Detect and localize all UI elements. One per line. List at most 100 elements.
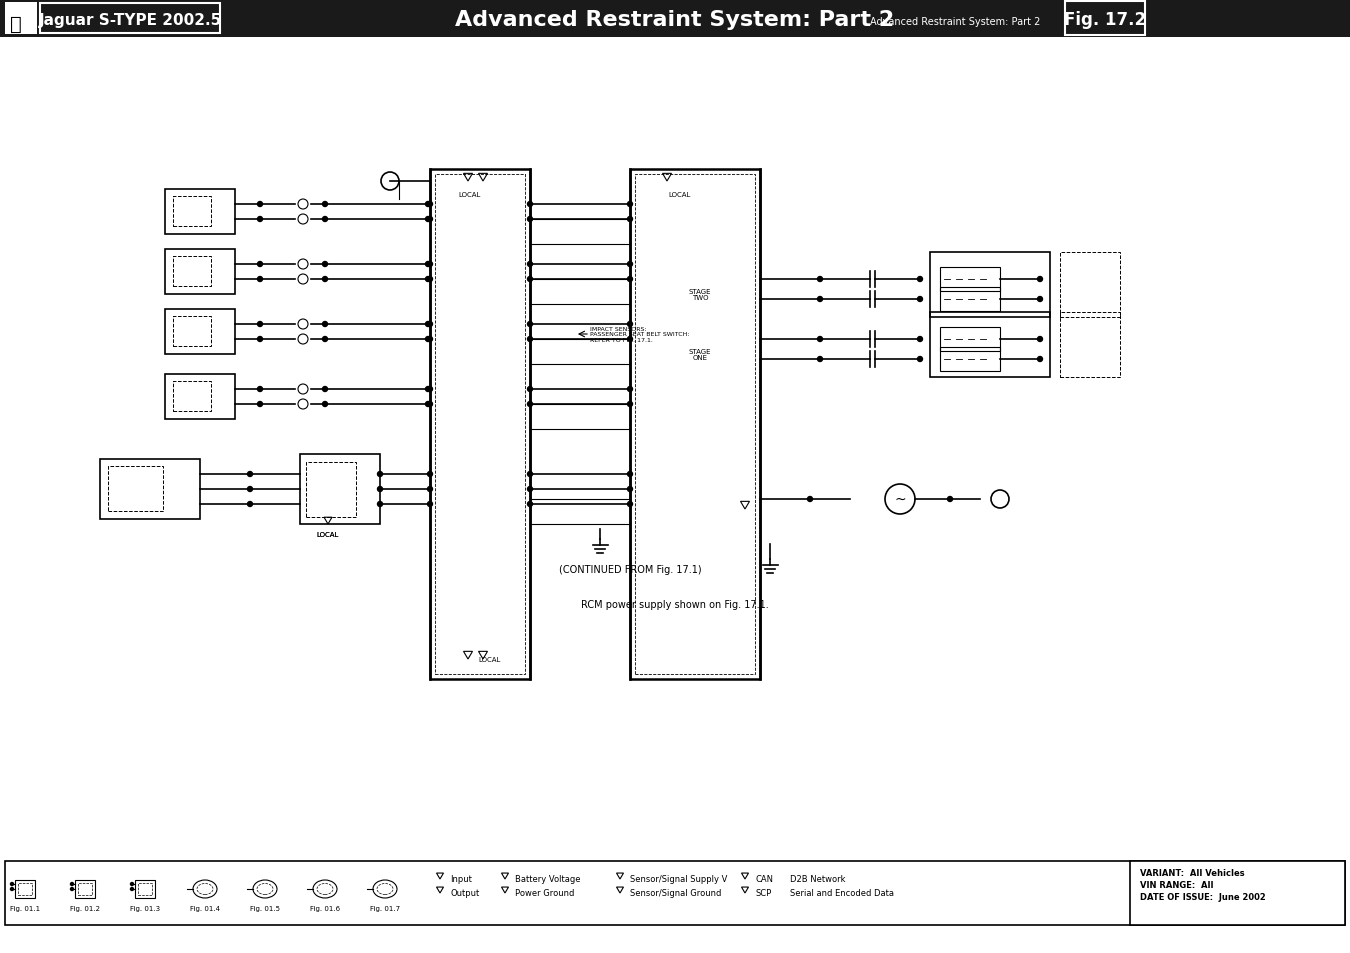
Bar — [173, 381, 211, 412]
Text: Output: Output — [450, 888, 479, 898]
Circle shape — [428, 402, 432, 407]
Circle shape — [378, 502, 382, 507]
Bar — [165, 375, 235, 419]
Circle shape — [425, 387, 431, 392]
Text: Input: Input — [450, 875, 472, 883]
Circle shape — [528, 277, 532, 282]
Circle shape — [628, 217, 633, 222]
Circle shape — [628, 262, 633, 267]
Circle shape — [323, 402, 328, 407]
Text: SCP: SCP — [755, 888, 771, 898]
Text: D2B Network: D2B Network — [790, 875, 845, 883]
Circle shape — [11, 882, 14, 885]
Bar — [173, 256, 211, 287]
Circle shape — [528, 472, 532, 477]
Bar — [100, 459, 200, 519]
Text: DATE OF ISSUE:  June 2002: DATE OF ISSUE: June 2002 — [1139, 893, 1266, 902]
Circle shape — [131, 882, 134, 885]
Circle shape — [323, 337, 328, 342]
Circle shape — [247, 487, 252, 492]
Circle shape — [323, 322, 328, 327]
Circle shape — [378, 487, 382, 492]
Circle shape — [258, 277, 262, 282]
Text: Fig. 17.2: Fig. 17.2 — [1064, 11, 1146, 29]
Circle shape — [70, 882, 73, 885]
Bar — [165, 250, 235, 294]
Text: Jaguar S-TYPE 2002.5: Jaguar S-TYPE 2002.5 — [38, 12, 221, 28]
Bar — [306, 462, 356, 517]
Text: Fig. 01.3: Fig. 01.3 — [130, 905, 161, 911]
Text: Battery Voltage: Battery Voltage — [514, 875, 580, 883]
Circle shape — [818, 277, 822, 282]
Bar — [300, 455, 379, 524]
Circle shape — [1038, 297, 1042, 302]
Circle shape — [628, 277, 633, 282]
Circle shape — [628, 472, 633, 477]
Text: VARIANT:  All Vehicles: VARIANT: All Vehicles — [1139, 868, 1245, 878]
Circle shape — [378, 472, 382, 477]
Text: LOCAL: LOCAL — [317, 532, 339, 537]
Circle shape — [528, 487, 532, 492]
Text: Fig. 01.7: Fig. 01.7 — [370, 905, 400, 911]
Circle shape — [258, 217, 262, 222]
Text: Serial and Encoded Data: Serial and Encoded Data — [790, 888, 894, 898]
Circle shape — [628, 322, 633, 327]
Text: Advanced Restraint System: Part 2: Advanced Restraint System: Part 2 — [869, 17, 1041, 27]
Circle shape — [258, 262, 262, 267]
Bar — [940, 348, 1000, 372]
Circle shape — [628, 202, 633, 208]
Text: IMPACT SENSORS:
PASSENGER SEAT BELT SWITCH:
REFER TO FIG. 17.1.: IMPACT SENSORS: PASSENGER SEAT BELT SWIT… — [590, 326, 690, 343]
Circle shape — [918, 297, 922, 302]
Circle shape — [323, 202, 328, 208]
Circle shape — [428, 262, 432, 267]
Circle shape — [323, 387, 328, 392]
Text: 🐆: 🐆 — [9, 15, 22, 34]
Text: STAGE
TWO: STAGE TWO — [688, 288, 711, 301]
Circle shape — [818, 297, 822, 302]
Circle shape — [425, 322, 431, 327]
Circle shape — [628, 487, 633, 492]
Circle shape — [425, 202, 431, 208]
Circle shape — [428, 217, 432, 222]
Bar — [634, 174, 755, 675]
Circle shape — [425, 262, 431, 267]
Text: STAGE
ONE: STAGE ONE — [688, 348, 711, 361]
Circle shape — [628, 337, 633, 342]
Bar — [930, 253, 1050, 317]
Circle shape — [428, 472, 432, 477]
Bar — [173, 316, 211, 347]
Bar — [1060, 313, 1120, 377]
Text: Fig. 01.2: Fig. 01.2 — [70, 905, 100, 911]
Circle shape — [428, 322, 432, 327]
Text: LOCAL: LOCAL — [668, 192, 691, 198]
Text: CAN: CAN — [755, 875, 774, 883]
Circle shape — [428, 387, 432, 392]
Circle shape — [918, 337, 922, 342]
Circle shape — [1038, 277, 1042, 282]
Circle shape — [807, 497, 813, 502]
Circle shape — [247, 502, 252, 507]
Bar — [40, 4, 220, 34]
Bar — [435, 174, 525, 675]
Circle shape — [258, 387, 262, 392]
Bar — [76, 880, 95, 898]
Circle shape — [258, 202, 262, 208]
Bar — [630, 170, 760, 679]
Circle shape — [425, 337, 431, 342]
Circle shape — [818, 357, 822, 362]
Text: (CONTINUED FROM Fig. 17.1): (CONTINUED FROM Fig. 17.1) — [559, 564, 701, 575]
Bar — [165, 190, 235, 234]
Circle shape — [528, 322, 532, 327]
Circle shape — [628, 387, 633, 392]
Circle shape — [528, 402, 532, 407]
Bar — [78, 883, 92, 895]
Circle shape — [528, 502, 532, 507]
Circle shape — [11, 887, 14, 890]
Circle shape — [628, 502, 633, 507]
Circle shape — [918, 357, 922, 362]
Circle shape — [948, 497, 953, 502]
Bar — [940, 328, 1000, 352]
Circle shape — [1038, 337, 1042, 342]
Text: LOCAL: LOCAL — [459, 192, 481, 198]
Bar — [5, 862, 1345, 925]
